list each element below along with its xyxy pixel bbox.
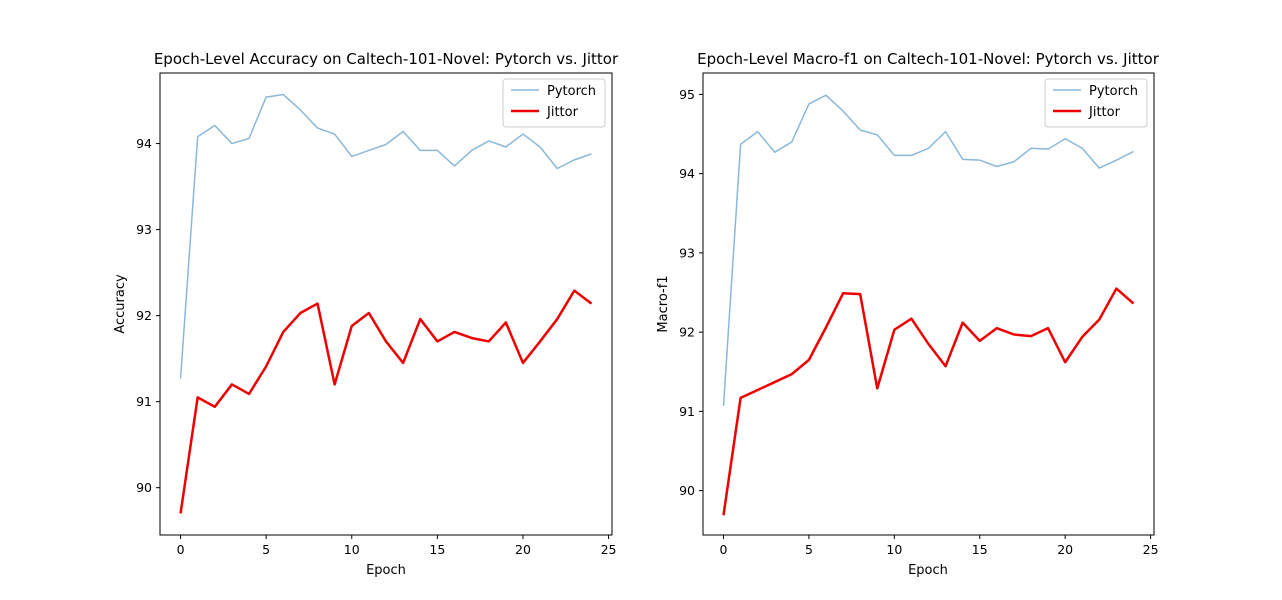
macro-f1-series-line-pytorch bbox=[722, 94, 1134, 406]
accuracy-x-tick-label: 15 bbox=[429, 542, 445, 557]
accuracy-x-tick-label: 25 bbox=[601, 542, 617, 557]
accuracy-y-ticks: 90 91 92 93 94 bbox=[136, 136, 160, 495]
macro-f1-series-lines bbox=[722, 94, 1135, 516]
accuracy-y-tick-label: 92 bbox=[136, 308, 152, 323]
macro-f1-plot-area bbox=[702, 72, 1155, 536]
accuracy-x-tick-label: 0 bbox=[177, 542, 185, 557]
macro-f1-chart-title: Epoch-Level Macro-f1 on Caltech-101-Nove… bbox=[697, 50, 1160, 68]
macro-f1-y-tick-label: 91 bbox=[679, 404, 695, 419]
macro-f1-legend: Pytorch Jittor bbox=[1044, 78, 1148, 128]
accuracy-panel: Epoch-Level Accuracy on Caltech-101-Nove… bbox=[113, 50, 619, 578]
macro-f1-x-axis-label: Epoch bbox=[908, 563, 948, 578]
macro-f1-legend-box bbox=[1044, 78, 1148, 128]
accuracy-x-ticks: 0 5 10 15 20 25 bbox=[177, 535, 617, 557]
macro-f1-series-line-jittor bbox=[722, 287, 1135, 516]
accuracy-y-tick-label: 94 bbox=[136, 136, 152, 151]
accuracy-chart-title: Epoch-Level Accuracy on Caltech-101-Nove… bbox=[154, 50, 619, 68]
macro-f1-x-tick-label: 0 bbox=[720, 542, 728, 557]
accuracy-legend-label-pytorch: Pytorch bbox=[547, 84, 596, 99]
macro-f1-panel: Epoch-Level Macro-f1 on Caltech-101-Nove… bbox=[656, 50, 1160, 578]
macro-f1-y-tick-label: 94 bbox=[679, 166, 695, 181]
macro-f1-y-axis-label: Macro-f1 bbox=[656, 275, 671, 332]
accuracy-series-line-jittor bbox=[179, 289, 593, 514]
accuracy-x-tick-label: 10 bbox=[344, 542, 360, 557]
macro-f1-legend-label-pytorch: Pytorch bbox=[1089, 84, 1138, 99]
accuracy-legend-label-jittor: Jittor bbox=[546, 105, 579, 120]
macro-f1-x-ticks: 0 5 10 15 20 25 bbox=[720, 535, 1159, 557]
accuracy-y-axis-label: Accuracy bbox=[113, 274, 128, 334]
macro-f1-y-tick-label: 93 bbox=[679, 245, 695, 260]
accuracy-plot-area bbox=[159, 72, 613, 536]
accuracy-y-tick-label: 93 bbox=[136, 222, 152, 237]
accuracy-x-tick-label: 5 bbox=[262, 542, 270, 557]
accuracy-legend: Pytorch Jittor bbox=[502, 78, 606, 128]
macro-f1-x-tick-label: 25 bbox=[1143, 542, 1159, 557]
macro-f1-x-tick-label: 5 bbox=[805, 542, 813, 557]
macro-f1-legend-label-jittor: Jittor bbox=[1088, 105, 1121, 120]
macro-f1-y-tick-label: 90 bbox=[679, 483, 695, 498]
accuracy-x-tick-label: 20 bbox=[515, 542, 531, 557]
macro-f1-x-tick-label: 20 bbox=[1057, 542, 1073, 557]
accuracy-series-lines bbox=[179, 93, 593, 514]
macro-f1-y-tick-label: 95 bbox=[679, 87, 695, 102]
macro-f1-x-tick-label: 10 bbox=[886, 542, 902, 557]
macro-f1-y-tick-label: 92 bbox=[679, 325, 695, 340]
macro-f1-x-tick-label: 15 bbox=[972, 542, 988, 557]
accuracy-x-axis-label: Epoch bbox=[366, 563, 406, 578]
macro-f1-y-ticks: 90 91 92 93 94 95 bbox=[679, 87, 703, 498]
accuracy-legend-box bbox=[502, 78, 606, 128]
accuracy-series-line-pytorch bbox=[179, 93, 592, 379]
accuracy-y-tick-label: 91 bbox=[136, 394, 152, 409]
accuracy-y-tick-label: 90 bbox=[136, 480, 152, 495]
